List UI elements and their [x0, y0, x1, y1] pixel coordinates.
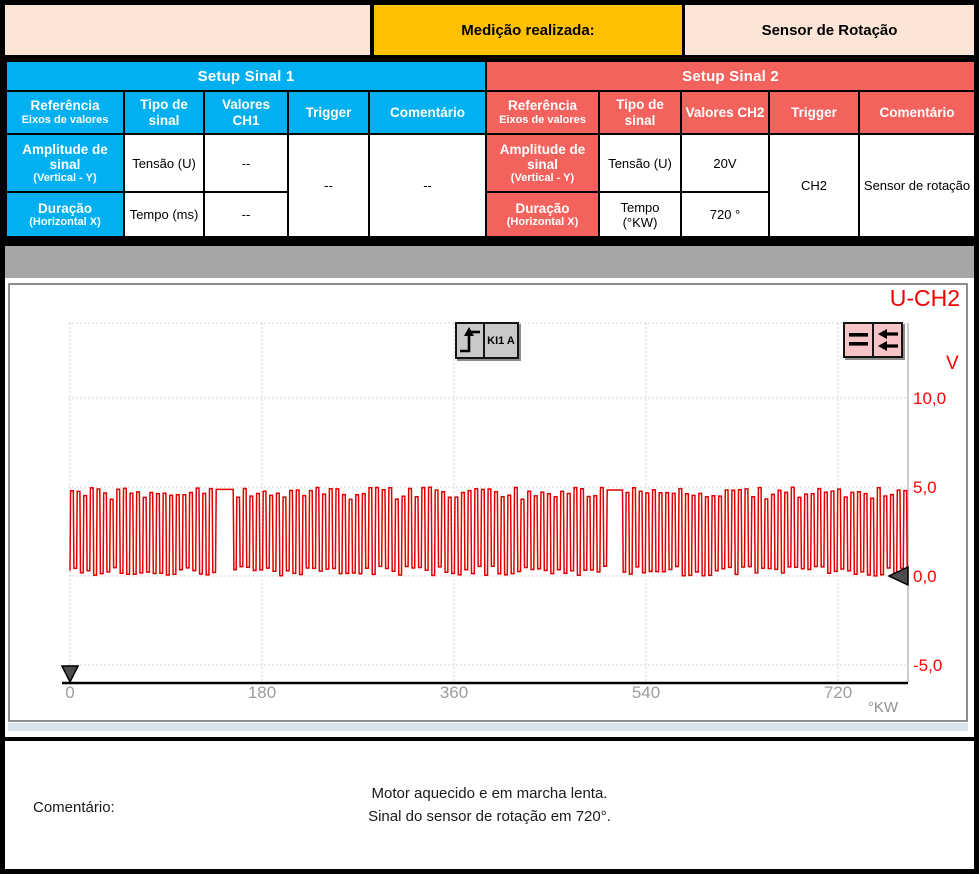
- setup1-amplitude-sub: (Vertical - Y): [33, 172, 97, 184]
- setup1-col-trigger: Trigger: [287, 90, 370, 135]
- panel-shadow: [8, 723, 968, 731]
- comment-text: Motor aquecido e em marcha lenta. Sinal …: [5, 783, 974, 828]
- setup2-comment-value: Sensor de rotação: [857, 133, 974, 238]
- y-tick-label: 5,0: [913, 478, 937, 497]
- setup2-row-amplitude-label: Amplitude de sinal (Vertical - Y): [485, 133, 600, 193]
- separator-bar: [5, 246, 974, 278]
- setup2-row-duration-label: Duração (Horizontal X): [485, 191, 600, 238]
- signal-trace: [69, 486, 908, 577]
- comment-label: Comentário:: [33, 799, 115, 816]
- x-tick-label: 360: [440, 683, 468, 702]
- setup1-comment-value: --: [367, 133, 488, 238]
- time-marker-handle[interactable]: [60, 665, 80, 684]
- header-blank-cell: [5, 5, 370, 55]
- setup1-col-type: Tipo de sinal: [123, 90, 205, 135]
- setup1-amplitude-main: Amplitude de sinal: [22, 142, 108, 172]
- setup2-col-type: Tipo de sinal: [598, 90, 682, 135]
- oscilloscope-panel: U-CH2 10,0 5,0 0,0 -5,0 0 180 360 540 720 V °KW KI…: [8, 283, 968, 722]
- setup2-amplitude-sub: (Vertical - Y): [510, 172, 575, 184]
- setup2-duration-value: 720 °: [680, 191, 770, 238]
- signal-lines-icon: [845, 324, 874, 356]
- x-tick-label: 540: [632, 683, 660, 702]
- x-tick-label: 0: [65, 683, 74, 702]
- setup2-duration-sub: (Horizontal X): [506, 216, 579, 228]
- setup1-amplitude-value: --: [203, 133, 289, 193]
- setup1-trigger-value: --: [287, 133, 370, 238]
- waveform-plot: 10,0 5,0 0,0 -5,0 0 180 360 540 720 V °KW: [60, 322, 959, 716]
- setup1-title: Setup Sinal 1: [5, 60, 488, 92]
- setup2-duration-main: Duração: [515, 201, 570, 216]
- setup1-col-values: Valores CH1: [203, 90, 289, 135]
- setup1-row-duration-label: Duração (Horizontal X): [5, 191, 125, 238]
- measurement-label: Medição realizada:: [370, 5, 682, 55]
- setup1-duration-type: Tempo (ms): [123, 191, 205, 238]
- setup1-col-comment: Comentário: [367, 90, 488, 135]
- setup2-amplitude-value: 20V: [680, 133, 770, 193]
- zero-level-marker-handle[interactable]: [887, 565, 909, 587]
- setup2-col-values: Valores CH2: [680, 90, 770, 135]
- setup1-row-amplitude-label: Amplitude de sinal (Vertical - Y): [5, 133, 125, 193]
- trigger-settings-icon[interactable]: KI1 A: [455, 322, 519, 359]
- setup2-amplitude-main: Amplitude de sinal: [499, 142, 586, 172]
- setup2-trigger-value: CH2: [768, 133, 860, 238]
- setup1-col-reference: Referência Eixos de valores: [5, 90, 125, 135]
- x-tick-label: 720: [824, 683, 852, 702]
- x-tick-label: 180: [248, 683, 276, 702]
- setup2-col-comment: Comentário: [857, 90, 974, 135]
- setup2-duration-type: Tempo (°KW): [598, 191, 682, 238]
- x-axis-unit: °KW: [868, 699, 899, 716]
- setup1-col-reference-main: Referência: [30, 98, 100, 114]
- setup2-col-reference-main: Referência: [507, 98, 578, 114]
- setup2-col-trigger: Trigger: [768, 90, 860, 135]
- comment-line-1: Motor aquecido e em marcha lenta.: [371, 785, 608, 802]
- comment-line-2: Sinal do sensor de rotação em 720°.: [368, 807, 611, 825]
- setup2-col-reference-sub: Eixos de valores: [499, 113, 586, 126]
- pan-control-icon[interactable]: [843, 322, 903, 358]
- setup1-duration-value: --: [203, 191, 289, 238]
- y-axis-unit: V: [946, 353, 959, 374]
- setup1-duration-sub: (Horizontal X): [29, 216, 101, 228]
- trigger-source-label: KI1 A: [487, 334, 515, 347]
- setup-signal-1-table: Setup Sinal 1 Referência Eixos de valore…: [5, 60, 488, 238]
- setup1-duration-main: Duração: [37, 201, 93, 216]
- setup-signal-2-table: Setup Sinal 2 Referência Eixos de valore…: [484, 60, 974, 238]
- setup1-amplitude-type: Tensão (U): [123, 133, 205, 193]
- comment-section: Comentário: Motor aquecido e em marcha l…: [5, 737, 974, 868]
- left-arrows-icon: [874, 324, 901, 356]
- report-header: Medição realizada: Sensor de Rotação: [5, 5, 974, 55]
- channel-label: U-CH2: [889, 285, 960, 311]
- setup2-title: Setup Sinal 2: [484, 60, 974, 92]
- setup1-col-reference-sub: Eixos de valores: [21, 113, 109, 126]
- y-tick-label: -5,0: [913, 656, 942, 675]
- setup2-col-reference: Referência Eixos de valores: [485, 90, 600, 135]
- setup2-amplitude-type: Tensão (U): [598, 133, 682, 193]
- y-tick-label: 0,0: [913, 567, 937, 586]
- setup-tables-section: Setup Sinal 1 Referência Eixos de valore…: [5, 55, 974, 246]
- measurement-value: Sensor de Rotação: [682, 5, 974, 55]
- y-tick-label: 10,0: [913, 389, 946, 408]
- rising-edge-icon: [457, 324, 485, 357]
